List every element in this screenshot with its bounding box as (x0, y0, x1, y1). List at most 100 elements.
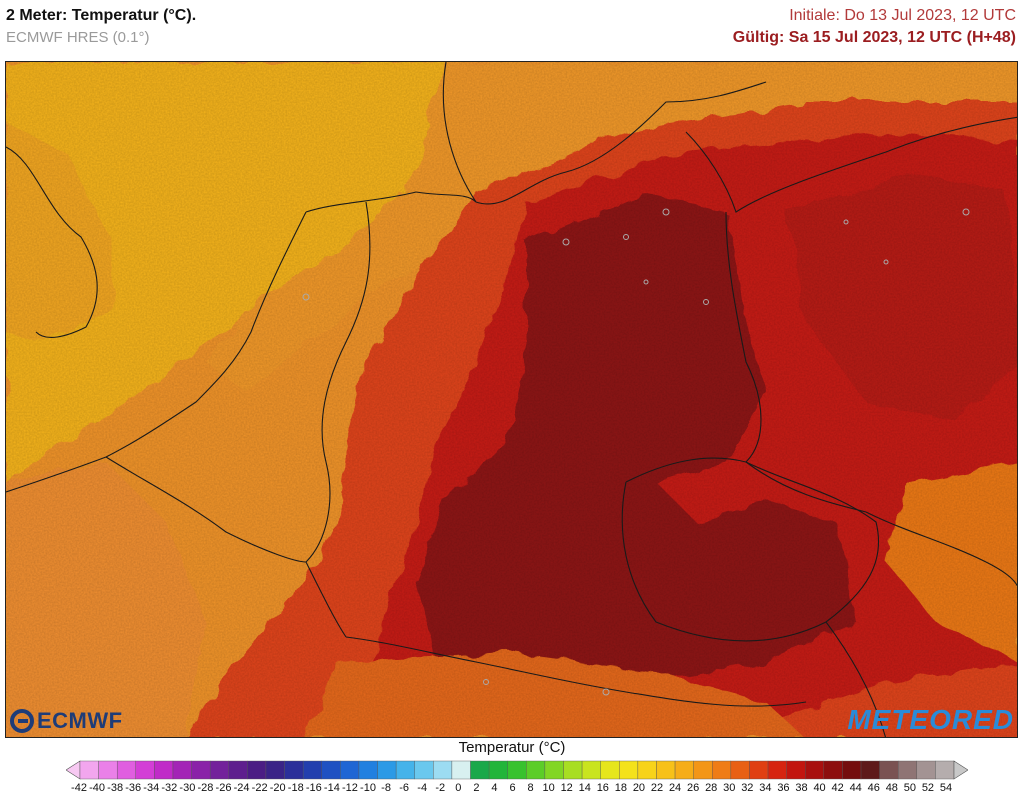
borders-layer (6, 62, 1017, 737)
lake-4 (643, 279, 649, 285)
legend-tick-label: 30 (723, 782, 736, 794)
legend-swatch (563, 760, 583, 780)
legend-swatch (749, 760, 769, 780)
legend-swatch (581, 760, 601, 780)
legend-swatch (79, 760, 99, 780)
lake-3 (662, 208, 670, 216)
legend-tick-label: 8 (527, 782, 534, 794)
legend-swatch (302, 760, 322, 780)
legend-tick-label: 52 (921, 782, 935, 794)
legend-color-bar (66, 760, 968, 780)
legend-swatch (321, 760, 341, 780)
legend-tick-label: -42 (71, 782, 87, 794)
meteored-logo: METEORED (847, 704, 1014, 735)
legend-swatch (135, 760, 155, 780)
denmark-coastline (442, 62, 767, 205)
legend-tick-label: 40 (813, 782, 826, 794)
legend-tick-label: 24 (668, 782, 682, 794)
lake-5 (703, 299, 709, 305)
lakes-layer (302, 208, 970, 696)
legend-swatch (637, 760, 657, 780)
header-left: 2 Meter: Temperatur (°C). ECMWF HRES (0.… (6, 6, 196, 48)
legend-swatch (98, 760, 118, 780)
legend-tick-label: -34 (143, 782, 160, 794)
legend-swatch (395, 760, 415, 780)
legend-swatch (507, 760, 527, 780)
legend-tick-label: -38 (107, 782, 124, 794)
map-canvas (6, 62, 1017, 737)
legend-swatch (619, 760, 639, 780)
legend-swatch (767, 760, 787, 780)
legend-swatch (414, 760, 434, 780)
legend-tick-label: 38 (795, 782, 808, 794)
at-hu-border (825, 621, 886, 737)
czech-border (621, 457, 880, 642)
legend-swatch (433, 760, 453, 780)
uk-coastline (6, 146, 98, 338)
legend-tick-label: -18 (287, 782, 304, 794)
legend-tick-label: 32 (741, 782, 754, 794)
header-right: Initiale: Do 13 Jul 2023, 12 UTC Gültig:… (733, 6, 1016, 48)
de-pl-border (725, 211, 867, 513)
legend-tick-label: -36 (125, 782, 142, 794)
legend-tick-label: 28 (705, 782, 718, 794)
legend-swatch (730, 760, 750, 780)
initial-time: Initiale: Do 13 Jul 2023, 12 UTC (789, 7, 1016, 24)
legend-swatch (154, 760, 174, 780)
legend-swatch (284, 760, 304, 780)
valid-time: Gültig: Sa 15 Jul 2023, 12 UTC (H+48) (732, 29, 1016, 46)
legend-swatch (916, 760, 936, 780)
temperature-map[interactable] (5, 61, 1018, 738)
legend-tick-label: 48 (885, 782, 898, 794)
lake-6 (843, 219, 849, 225)
legend-tick-label: 14 (578, 782, 591, 794)
legend-tick-label: -12 (341, 782, 358, 794)
lake-9 (302, 293, 310, 301)
legend-swatch (656, 760, 676, 780)
lake-1 (562, 238, 570, 246)
legend-swatch (600, 760, 620, 780)
legend-swatch (786, 760, 806, 780)
legend-arrow-left (66, 760, 81, 780)
legend-tick-label: -22 (251, 782, 268, 794)
legend-swatch (470, 760, 490, 780)
legend-tick-label: 44 (849, 782, 862, 794)
legend-swatch (805, 760, 825, 780)
legend-tick-label: -30 (179, 782, 196, 794)
legend-tick-label: -4 (417, 782, 428, 794)
legend-swatch (693, 760, 713, 780)
legend-tick-label: -32 (161, 782, 178, 794)
legend-tick-label: 10 (542, 782, 555, 794)
ecmwf-logo-text: ECMWF (37, 708, 123, 733)
legend-tick-label: 26 (687, 782, 700, 794)
legend-swatch (526, 760, 546, 780)
slovakia-border (865, 511, 1017, 587)
legend-tick-label: -28 (197, 782, 214, 794)
ecmwf-ring-icon (10, 709, 34, 733)
legend-tick-label: -16 (305, 782, 322, 794)
legend-tick-label: 22 (650, 782, 664, 794)
lake-10 (602, 688, 610, 696)
legend-tick-label: 12 (560, 782, 573, 794)
legend-swatch (823, 760, 843, 780)
legend-tick-label: -24 (233, 782, 250, 794)
legend-tick-label: 20 (632, 782, 646, 794)
nl-de-border (305, 201, 371, 638)
legend-tick-label: 36 (777, 782, 790, 794)
legend-tick-label: 4 (491, 782, 498, 794)
legend-tick-labels: -42 -40 -38 -36 -34 -32 -30 -28 -26 -24 -22 -20 -18-… (0, 782, 1024, 798)
legend-swatch (842, 760, 862, 780)
alps-border (345, 636, 807, 707)
baltic-coastline (685, 116, 1017, 213)
legend-swatch (377, 760, 397, 780)
legend-tick-label: -2 (435, 782, 446, 794)
terrain-shading (6, 62, 1017, 737)
legend-swatch (712, 760, 732, 780)
legend-tick-label: 54 (939, 782, 953, 794)
legend-swatch (209, 760, 229, 780)
legend-tick-label: -8 (381, 782, 391, 794)
legend-tick-label: -26 (215, 782, 232, 794)
legend-title: Temperatur (°C) (458, 739, 566, 756)
legend-tick-label: -14 (323, 782, 340, 794)
lake-11 (483, 679, 489, 685)
